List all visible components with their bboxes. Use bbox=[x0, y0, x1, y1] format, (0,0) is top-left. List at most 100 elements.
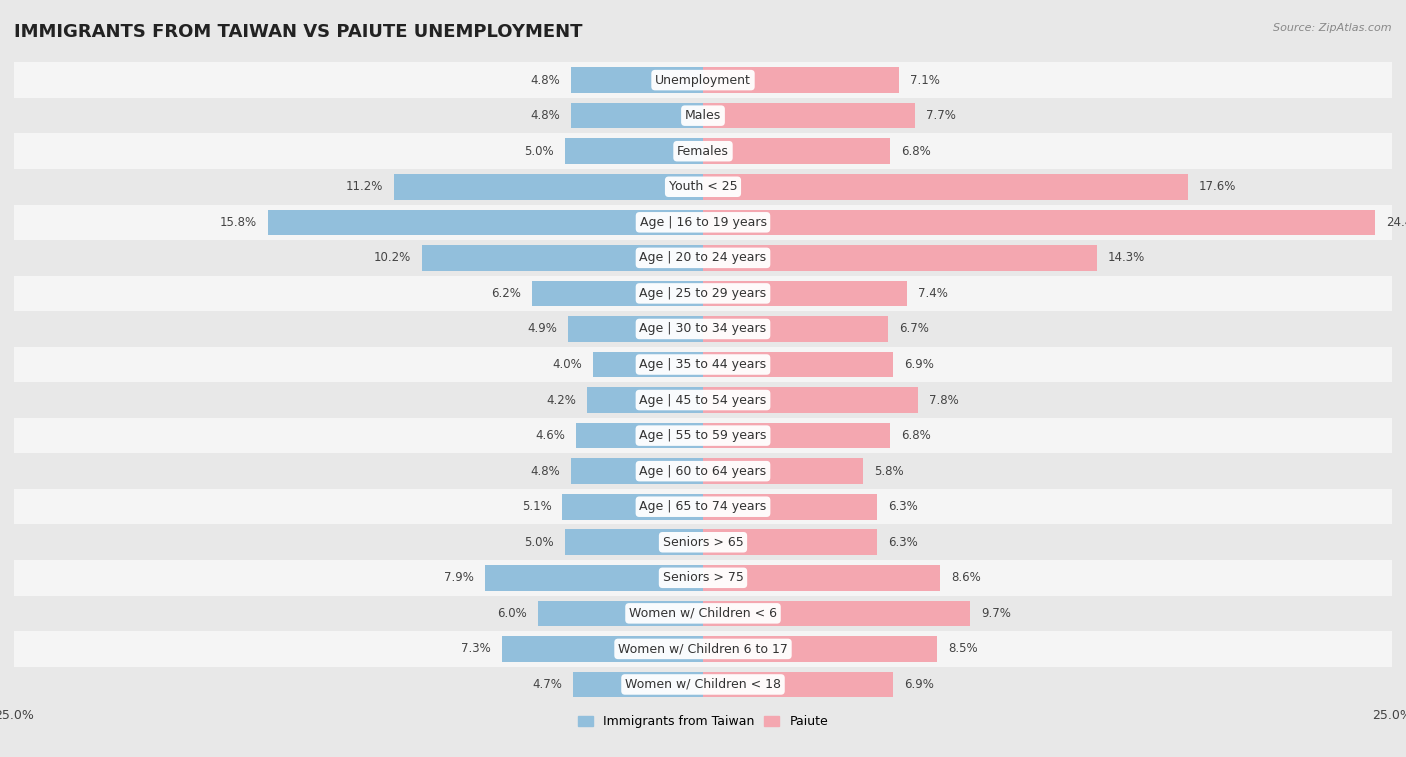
Bar bbox=[14, 596, 1392, 631]
Text: Age | 65 to 74 years: Age | 65 to 74 years bbox=[640, 500, 766, 513]
Bar bbox=[502, 636, 703, 662]
Bar bbox=[703, 139, 890, 164]
Bar bbox=[394, 174, 703, 200]
Bar bbox=[703, 67, 898, 93]
Bar bbox=[703, 565, 941, 590]
Bar bbox=[14, 347, 1392, 382]
Text: 8.6%: 8.6% bbox=[950, 572, 981, 584]
Bar bbox=[485, 565, 703, 590]
Bar bbox=[703, 494, 876, 519]
Text: 6.3%: 6.3% bbox=[887, 536, 917, 549]
Bar bbox=[14, 169, 1392, 204]
Bar bbox=[703, 600, 970, 626]
Text: 7.9%: 7.9% bbox=[444, 572, 474, 584]
Text: 10.2%: 10.2% bbox=[374, 251, 411, 264]
Text: 6.8%: 6.8% bbox=[901, 429, 931, 442]
Text: Women w/ Children 6 to 17: Women w/ Children 6 to 17 bbox=[619, 643, 787, 656]
Text: 6.2%: 6.2% bbox=[491, 287, 522, 300]
Text: Age | 16 to 19 years: Age | 16 to 19 years bbox=[640, 216, 766, 229]
Bar bbox=[574, 671, 703, 697]
Text: 7.7%: 7.7% bbox=[927, 109, 956, 122]
Bar bbox=[703, 458, 863, 484]
Bar bbox=[571, 67, 703, 93]
Bar bbox=[703, 423, 890, 448]
Bar bbox=[703, 529, 876, 555]
Bar bbox=[703, 636, 938, 662]
Text: Women w/ Children < 18: Women w/ Children < 18 bbox=[626, 678, 780, 691]
Text: Source: ZipAtlas.com: Source: ZipAtlas.com bbox=[1274, 23, 1392, 33]
Bar bbox=[703, 671, 893, 697]
Bar bbox=[703, 316, 887, 341]
Bar bbox=[14, 133, 1392, 169]
Text: Seniors > 65: Seniors > 65 bbox=[662, 536, 744, 549]
Bar bbox=[565, 139, 703, 164]
Bar bbox=[422, 245, 703, 271]
Bar bbox=[14, 240, 1392, 276]
Text: 4.8%: 4.8% bbox=[530, 73, 560, 86]
Text: 7.3%: 7.3% bbox=[461, 643, 491, 656]
Text: Women w/ Children < 6: Women w/ Children < 6 bbox=[628, 607, 778, 620]
Bar bbox=[593, 352, 703, 377]
Text: 6.9%: 6.9% bbox=[904, 358, 934, 371]
Bar bbox=[14, 276, 1392, 311]
Text: 6.9%: 6.9% bbox=[904, 678, 934, 691]
Text: 5.8%: 5.8% bbox=[875, 465, 904, 478]
Text: 5.0%: 5.0% bbox=[524, 145, 554, 157]
Text: 4.9%: 4.9% bbox=[527, 322, 557, 335]
Text: Unemployment: Unemployment bbox=[655, 73, 751, 86]
Bar bbox=[14, 453, 1392, 489]
Bar bbox=[14, 667, 1392, 702]
Text: 6.0%: 6.0% bbox=[496, 607, 527, 620]
Text: Age | 60 to 64 years: Age | 60 to 64 years bbox=[640, 465, 766, 478]
Bar bbox=[571, 103, 703, 129]
Text: Age | 45 to 54 years: Age | 45 to 54 years bbox=[640, 394, 766, 407]
Text: 7.1%: 7.1% bbox=[910, 73, 939, 86]
Text: Age | 55 to 59 years: Age | 55 to 59 years bbox=[640, 429, 766, 442]
Bar bbox=[568, 316, 703, 341]
Bar bbox=[537, 600, 703, 626]
Text: 11.2%: 11.2% bbox=[346, 180, 384, 193]
Text: Females: Females bbox=[678, 145, 728, 157]
Bar bbox=[14, 560, 1392, 596]
Bar bbox=[14, 62, 1392, 98]
Bar bbox=[576, 423, 703, 448]
Text: 5.1%: 5.1% bbox=[522, 500, 551, 513]
Text: Youth < 25: Youth < 25 bbox=[669, 180, 737, 193]
Bar bbox=[531, 281, 703, 307]
Bar bbox=[14, 631, 1392, 667]
Bar bbox=[14, 489, 1392, 525]
Text: 14.3%: 14.3% bbox=[1108, 251, 1146, 264]
Bar bbox=[703, 103, 915, 129]
Text: Age | 30 to 34 years: Age | 30 to 34 years bbox=[640, 322, 766, 335]
Bar bbox=[703, 210, 1375, 235]
Text: 15.8%: 15.8% bbox=[219, 216, 256, 229]
Text: 4.0%: 4.0% bbox=[553, 358, 582, 371]
Text: 4.7%: 4.7% bbox=[533, 678, 562, 691]
Bar bbox=[565, 529, 703, 555]
Bar bbox=[14, 418, 1392, 453]
Bar bbox=[703, 388, 918, 413]
Text: 5.0%: 5.0% bbox=[524, 536, 554, 549]
Bar bbox=[703, 174, 1188, 200]
Text: 7.8%: 7.8% bbox=[929, 394, 959, 407]
Text: 8.5%: 8.5% bbox=[948, 643, 979, 656]
Bar bbox=[14, 382, 1392, 418]
Bar bbox=[703, 281, 907, 307]
Text: Age | 25 to 29 years: Age | 25 to 29 years bbox=[640, 287, 766, 300]
Text: Seniors > 75: Seniors > 75 bbox=[662, 572, 744, 584]
Bar bbox=[14, 311, 1392, 347]
Legend: Immigrants from Taiwan, Paiute: Immigrants from Taiwan, Paiute bbox=[572, 710, 834, 733]
Text: 6.3%: 6.3% bbox=[887, 500, 917, 513]
Text: 7.4%: 7.4% bbox=[918, 287, 948, 300]
Text: 4.2%: 4.2% bbox=[547, 394, 576, 407]
Text: IMMIGRANTS FROM TAIWAN VS PAIUTE UNEMPLOYMENT: IMMIGRANTS FROM TAIWAN VS PAIUTE UNEMPLO… bbox=[14, 23, 582, 41]
Bar bbox=[14, 204, 1392, 240]
Bar bbox=[588, 388, 703, 413]
Text: 17.6%: 17.6% bbox=[1199, 180, 1236, 193]
Bar bbox=[562, 494, 703, 519]
Bar bbox=[571, 458, 703, 484]
Bar bbox=[703, 245, 1097, 271]
Text: 4.8%: 4.8% bbox=[530, 109, 560, 122]
Text: 4.8%: 4.8% bbox=[530, 465, 560, 478]
Bar bbox=[14, 98, 1392, 133]
